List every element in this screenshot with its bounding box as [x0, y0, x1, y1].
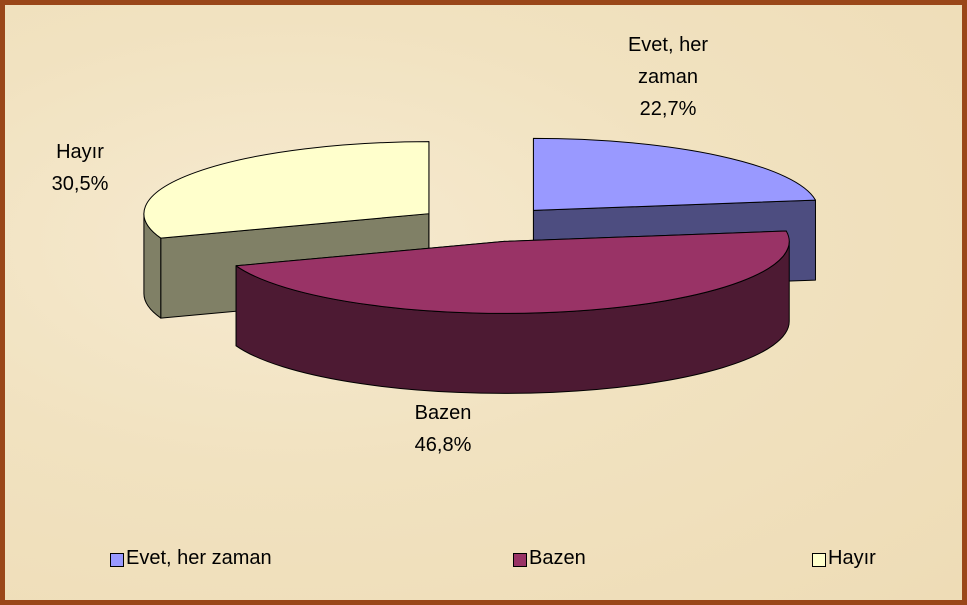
legend-label: Bazen [529, 547, 586, 569]
slice-top [532, 137, 816, 211]
chart [143, 137, 816, 394]
legend-label: Hayır [828, 547, 876, 569]
legend-swatch [812, 553, 826, 567]
data-label-category: Bazen [414, 402, 472, 424]
data-label-value: 46,8% [414, 434, 472, 456]
slice-top [143, 141, 430, 239]
data-label-category: Evet, her zaman [627, 34, 709, 88]
slice [235, 230, 790, 394]
legend-swatch [110, 553, 124, 567]
legend-label: Evet, her zaman [126, 547, 272, 569]
data-label-value: 22,7% [639, 98, 697, 120]
slice-top [235, 230, 790, 314]
data-label-category: Hayır [56, 141, 104, 163]
legend-swatch [513, 553, 527, 567]
data-label-value: 30,5% [51, 173, 109, 195]
